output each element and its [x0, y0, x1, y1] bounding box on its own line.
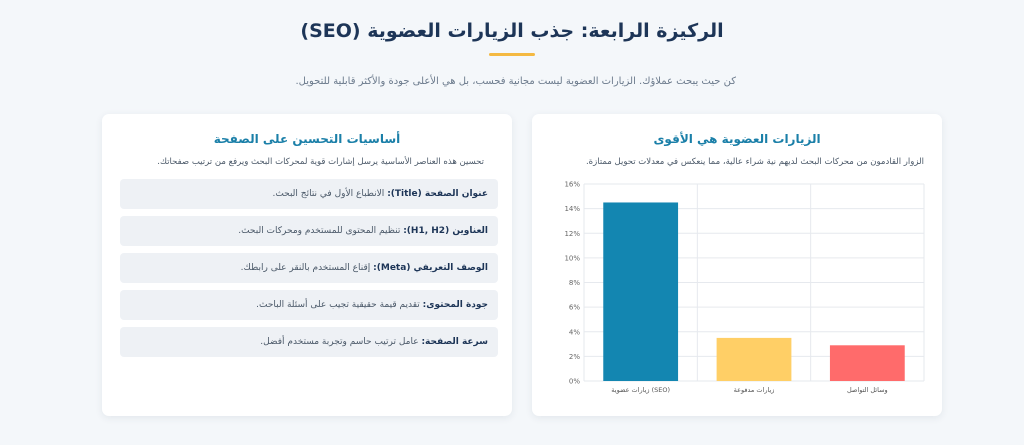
x-tick-label: وسائل التواصل	[847, 386, 888, 394]
y-tick-label: 16%	[564, 181, 580, 189]
y-tick-label: 2%	[569, 353, 580, 361]
factor-item-headings: العناوين (H1, H2): تنظيم المحتوى للمستخد…	[120, 216, 498, 246]
factor-term: عنوان الصفحة (Title):	[387, 189, 488, 199]
factor-item-speed: سرعة الصفحة: عامل ترتيب حاسم وتجربة مستخ…	[120, 327, 498, 357]
y-tick-label: 8%	[569, 279, 580, 287]
factor-text: إقناع المستخدم بالنقر على رابطك.	[240, 263, 374, 273]
x-tick-label: زيارات مدفوعة	[734, 386, 775, 394]
traffic-card-description: الزوار القادمون من محركات البحث لديهم ني…	[585, 157, 924, 167]
onpage-factor-list: عنوان الصفحة (Title): الانطباع الأول في …	[120, 179, 498, 364]
factor-item-title: عنوان الصفحة (Title): الانطباع الأول في …	[120, 179, 498, 209]
factor-term: جودة المحتوى:	[422, 300, 488, 310]
factor-item-content: جودة المحتوى: تقديم قيمة حقيقية تجيب على…	[120, 290, 498, 320]
y-tick-label: 0%	[569, 378, 580, 386]
y-tick-label: 10%	[564, 254, 580, 262]
y-tick-label: 4%	[569, 328, 580, 336]
onpage-card-title: أساسيات التحسين على الصفحة	[213, 132, 401, 146]
conversion-bar-chart: 0% 2% 4% 6% 8% 10% 12% 14% 16% زيارات عضوية (SEO)…	[564, 181, 925, 394]
y-tick-label: 6%	[569, 304, 580, 312]
factor-term: الوصف التعريفي (Meta):	[373, 263, 488, 273]
factor-text: الانطباع الأول في نتائج البحث.	[272, 189, 388, 199]
onpage-seo-card: أساسيات التحسين على الصفحة تحسين هذه الع…	[102, 114, 512, 416]
page-subtitle: كن حيث يبحث عملاؤك. الزيارات العضوية ليس…	[295, 76, 736, 87]
bar	[829, 345, 905, 381]
title-underline	[489, 53, 535, 56]
factor-text: عامل ترتيب حاسم وتجربة مستخدم أفضل.	[260, 337, 422, 347]
factor-text: تنظيم المحتوى للمستخدم ومحركات البحث.	[238, 226, 404, 236]
organic-traffic-card: الزيارات العضوية هي الأقوى الزوار القادم…	[532, 114, 942, 416]
onpage-card-description: تحسين هذه العناصر الأساسية يرسل إشارات ق…	[157, 157, 484, 167]
traffic-card-title: الزيارات العضوية هي الأقوى	[653, 132, 821, 146]
factor-text: تقديم قيمة حقيقية تجيب على أسئلة الباحث.	[256, 300, 423, 310]
y-tick-label: 12%	[564, 230, 580, 238]
bar	[603, 202, 679, 381]
bar	[716, 337, 792, 381]
y-tick-label: 14%	[564, 205, 580, 213]
factor-term: سرعة الصفحة:	[421, 337, 488, 347]
factor-item-meta: الوصف التعريفي (Meta): إقناع المستخدم با…	[120, 253, 498, 283]
factor-term: العناوين (H1, H2):	[403, 226, 488, 236]
page-title: الركيزة الرابعة: جذب الزيارات العضوية (S…	[300, 20, 724, 42]
x-tick-label: زيارات عضوية (SEO)	[611, 386, 670, 394]
